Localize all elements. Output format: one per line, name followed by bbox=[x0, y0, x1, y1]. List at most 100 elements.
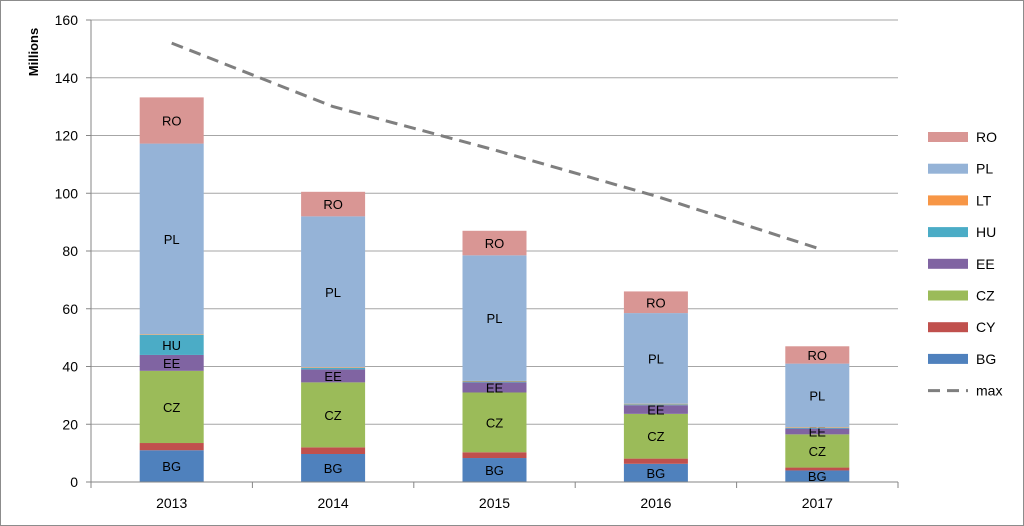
y-tick-label: 140 bbox=[55, 70, 79, 86]
x-tick-label: 2015 bbox=[479, 495, 510, 511]
bar-segment-pl bbox=[301, 216, 366, 368]
data-label: HU bbox=[162, 338, 181, 353]
bar-segment-bg bbox=[785, 470, 850, 482]
bar-segment-cy bbox=[301, 447, 366, 454]
bar-segment-cz bbox=[301, 382, 366, 448]
bar-segment-ro bbox=[139, 97, 204, 144]
y-tick-label: 160 bbox=[55, 12, 79, 28]
y-tick-label: 60 bbox=[62, 301, 78, 317]
x-tick-label: 2017 bbox=[802, 495, 833, 511]
data-label: RO bbox=[646, 295, 666, 310]
data-label: CZ bbox=[163, 400, 180, 415]
data-label: RO bbox=[162, 113, 182, 128]
legend-label: LT bbox=[976, 192, 992, 208]
legend-swatch-ro bbox=[928, 132, 968, 142]
bar-segment-pl bbox=[785, 363, 850, 428]
gridlines bbox=[91, 19, 898, 425]
legend: RO PL LT HU EE CZ CY BG max bbox=[928, 129, 1002, 399]
bar-segment-ee bbox=[462, 382, 527, 393]
x-tick-label: 2013 bbox=[156, 495, 187, 511]
bar-segment-bg bbox=[139, 450, 204, 482]
bar-segment-cz bbox=[139, 370, 204, 444]
data-label: CZ bbox=[486, 415, 503, 430]
y-tick-label: 0 bbox=[70, 474, 78, 490]
data-label: PL bbox=[164, 232, 180, 247]
legend-swatch-hu bbox=[928, 227, 968, 238]
y-tick-label: 80 bbox=[62, 243, 78, 259]
y-tick-label: 40 bbox=[62, 359, 78, 375]
legend-swatch-cy bbox=[928, 322, 968, 333]
bar-segment-ro bbox=[301, 191, 366, 217]
bar-segment-ro bbox=[785, 346, 850, 364]
data-label: CZ bbox=[647, 429, 664, 444]
x-tick-label: 2016 bbox=[640, 495, 671, 511]
max-line bbox=[171, 41, 818, 250]
legend-swatch-ee bbox=[928, 258, 968, 269]
bar-segment-cz bbox=[462, 392, 527, 453]
data-label: EE bbox=[324, 369, 342, 384]
bar-segment-lt bbox=[139, 334, 204, 335]
legend-swatch-lt bbox=[928, 195, 968, 206]
bar-segment-hu bbox=[785, 427, 850, 429]
legend-label: HU bbox=[976, 224, 996, 240]
data-label: RO bbox=[808, 348, 828, 363]
data-label: PL bbox=[648, 351, 664, 366]
legend-label: CZ bbox=[976, 288, 995, 304]
bar-segment-ro bbox=[623, 291, 688, 314]
bar-stacks: BG CZ EE HU PL RO BG CZ EE PL RO BG CZ EE PL RO BG CZ EE PL… bbox=[139, 97, 850, 484]
max-line-path bbox=[171, 41, 818, 250]
y-tick-label: 100 bbox=[55, 185, 79, 201]
y-tick-label: 20 bbox=[62, 416, 78, 432]
bar-segment-ee bbox=[785, 428, 850, 435]
bar-segment-ee bbox=[301, 369, 366, 383]
bar-segment-pl bbox=[139, 143, 204, 335]
bar-segment-bg bbox=[301, 453, 366, 482]
legend-swatch-pl bbox=[928, 163, 968, 174]
bar-segment-hu bbox=[462, 381, 527, 383]
bar-segment-ee bbox=[139, 354, 204, 371]
data-label: CZ bbox=[809, 444, 826, 459]
data-label: BG bbox=[324, 461, 343, 476]
bar-segment-cy bbox=[623, 458, 688, 464]
bar-segment-bg bbox=[623, 463, 688, 482]
data-label: EE bbox=[647, 403, 665, 418]
bar-segment-hu bbox=[301, 367, 366, 370]
data-label: RO bbox=[323, 197, 343, 212]
bar-segment-pl bbox=[462, 255, 527, 381]
data-label: CZ bbox=[324, 408, 341, 423]
y-tick-label: 120 bbox=[55, 128, 79, 144]
bar-segment-cy bbox=[785, 467, 850, 471]
legend-label: CY bbox=[976, 319, 996, 335]
legend-label: EE bbox=[976, 256, 995, 272]
bar-segment-lt bbox=[623, 403, 688, 405]
data-label: RO bbox=[485, 236, 505, 251]
data-label: EE bbox=[163, 356, 181, 371]
data-label: PL bbox=[325, 285, 341, 300]
bar-segment-pl bbox=[623, 313, 688, 404]
data-label: EE bbox=[486, 380, 504, 395]
bar-segment-cz bbox=[785, 434, 850, 468]
data-label: BG bbox=[162, 459, 181, 474]
bar-segment-hu bbox=[623, 404, 688, 406]
data-label: PL bbox=[809, 388, 825, 403]
legend-swatch-bg bbox=[928, 353, 968, 364]
legend-label: RO bbox=[976, 129, 997, 145]
legend-label: max bbox=[976, 383, 1002, 399]
bar-segment-hu bbox=[139, 334, 204, 355]
bar-segment-ee bbox=[623, 405, 688, 414]
x-tick-label: 2014 bbox=[318, 495, 349, 511]
y-axis-title: Millions bbox=[26, 28, 41, 76]
axes: 0 20 40 60 80 100 120 140 160 2013 2014 2015 2016 201… bbox=[55, 12, 899, 511]
bar-segment-lt bbox=[301, 367, 366, 368]
data-label: BG bbox=[808, 469, 827, 484]
bar-segment-bg bbox=[462, 458, 527, 482]
bar-segment-cz bbox=[623, 413, 688, 459]
bar-segment-lt bbox=[462, 380, 527, 382]
bar-segment-cy bbox=[462, 452, 527, 459]
legend-swatch-cz bbox=[928, 290, 968, 301]
bar-segment-lt bbox=[785, 427, 850, 428]
bar-segment-ro bbox=[462, 230, 527, 256]
bar-segment-cy bbox=[139, 443, 204, 451]
data-label: BG bbox=[485, 463, 504, 478]
data-label: BG bbox=[647, 466, 666, 481]
